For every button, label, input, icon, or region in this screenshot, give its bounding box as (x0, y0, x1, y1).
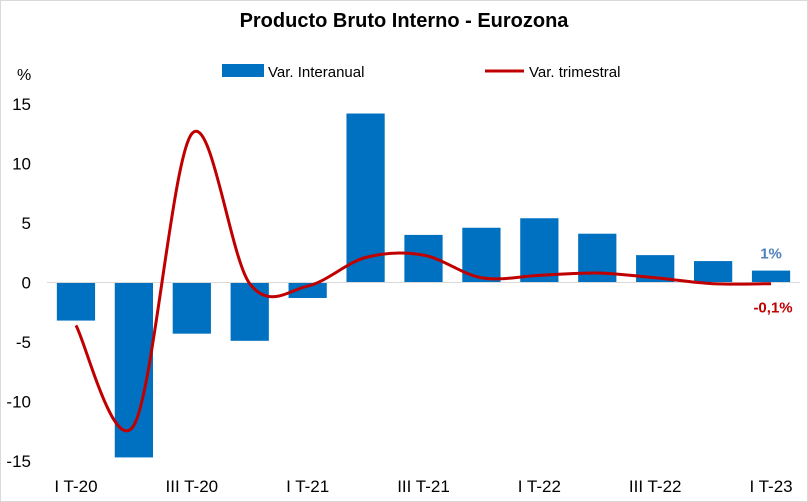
bar (56, 282, 96, 321)
y-tick-label: 0 (22, 274, 31, 293)
y-tick-label: -5 (16, 333, 31, 352)
x-axis: I T-20 III T-20 I T-21 III T-21 I T-22 III T-… (54, 477, 792, 496)
y-tick-label: 10 (12, 155, 31, 174)
y-tick-label: 5 (22, 214, 31, 233)
data-label-last-bar: 1% (760, 246, 782, 263)
y-axis: 15 10 5 0 -5 -10 -15 (6, 95, 31, 471)
bar-series (56, 113, 791, 458)
chart-title: Producto Bruto Interno - Eurozona (240, 10, 570, 32)
y-axis-unit-label: % (17, 67, 31, 84)
bar (288, 282, 327, 298)
bar (172, 282, 211, 334)
legend-bar-swatch (222, 64, 264, 77)
y-tick-label: -15 (6, 452, 31, 471)
x-tick-label: III T-22 (629, 477, 682, 496)
x-tick-label: III T-21 (397, 477, 450, 496)
x-tick-label: III T-20 (166, 477, 219, 496)
x-tick-label: I T-22 (518, 477, 561, 496)
bar (751, 270, 791, 283)
line-series-trimestral (74, 129, 772, 433)
x-tick-label: I T-21 (286, 477, 329, 496)
y-tick-label: 15 (12, 95, 31, 114)
bar (694, 261, 733, 283)
data-label-last-line: -0,1% (753, 300, 792, 317)
legend-label-interanual: Var. Interanual (268, 64, 364, 81)
legend-label-trimestral: Var. trimestral (529, 64, 620, 81)
bar (520, 218, 559, 283)
x-tick-label: I T-23 (749, 477, 792, 496)
legend: Var. Interanual Var. trimestral (222, 64, 620, 81)
y-tick-label: -10 (6, 393, 31, 412)
bar (230, 282, 269, 341)
x-tick-label: I T-20 (54, 477, 97, 496)
bar (578, 233, 617, 283)
